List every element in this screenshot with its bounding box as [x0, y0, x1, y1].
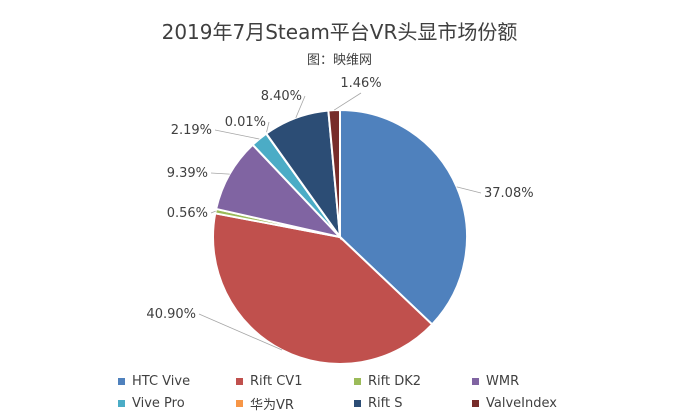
legend-swatch [236, 399, 243, 407]
legend-label: 华为VR [250, 397, 294, 413]
chart-title: 2019年7月Steam平台VR头显市场份额 [161, 20, 518, 44]
data-label-wmr: 9.39% [167, 166, 208, 181]
data-label-rift-cv1: 40.90% [146, 307, 196, 322]
legend-row: HTC Vive Rift CV1 Rift DK2 WMR [118, 370, 598, 392]
legend-swatch [118, 399, 125, 407]
legend-item-rift-dk2: Rift DK2 [354, 374, 472, 389]
legend-swatch [354, 377, 361, 385]
legend-label: Rift CV1 [250, 373, 303, 389]
data-label-rift-s: 8.40% [261, 89, 302, 104]
legend-item-huawei-vr: 华为VR [236, 394, 354, 413]
leader-line-rift-s [295, 95, 306, 119]
legend-swatch [118, 377, 125, 385]
data-label-huawei-vr: 0.01% [225, 115, 266, 130]
data-label-rift-dk2: 0.56% [167, 206, 208, 221]
legend-item-rift-cv1: Rift CV1 [236, 374, 354, 389]
legend-swatch [236, 377, 243, 385]
chart-subtitle: 图：映维网 [306, 53, 372, 68]
leader-line-wmr [210, 172, 230, 175]
leader-line-huawei-vr [265, 121, 270, 134]
leader-line-vive-pro [214, 129, 260, 140]
leader-line-valveindex [333, 92, 362, 111]
data-label-vive-pro: 2.19% [171, 123, 212, 138]
legend-label: WMR [486, 373, 520, 389]
legend-label: ValveIndex [486, 395, 557, 411]
leader-line-rift-cv1 [198, 313, 283, 351]
leader-line-htc-vive [456, 186, 482, 194]
legend-label: HTC Vive [132, 373, 191, 389]
pie-slice-htc-vive [339, 108, 468, 326]
legend-label: Rift S [368, 395, 403, 411]
legend-item-wmr: WMR [472, 374, 590, 389]
legend-swatch [472, 377, 479, 385]
legend-label: Rift DK2 [368, 373, 422, 389]
legend-swatch [354, 399, 361, 407]
legend: HTC Vive Rift CV1 Rift DK2 WMR Vive Pro … [118, 370, 598, 414]
legend-item-rift-s: Rift S [354, 396, 472, 411]
leader-line-rift-dk2 [210, 210, 216, 214]
legend-item-valveindex: ValveIndex [472, 396, 590, 411]
pie-slice-valveindex [327, 108, 341, 238]
data-label-valveindex: 1.46% [340, 76, 381, 91]
pie-slice-rift-cv1 [212, 212, 434, 365]
legend-item-vive-pro: Vive Pro [118, 396, 236, 411]
legend-swatch [472, 399, 479, 407]
legend-item-htc-vive: HTC Vive [118, 374, 236, 389]
data-label-htc-vive: 37.08% [484, 186, 534, 201]
legend-label: Vive Pro [132, 395, 185, 411]
legend-row: Vive Pro 华为VR Rift S ValveIndex [118, 392, 598, 414]
